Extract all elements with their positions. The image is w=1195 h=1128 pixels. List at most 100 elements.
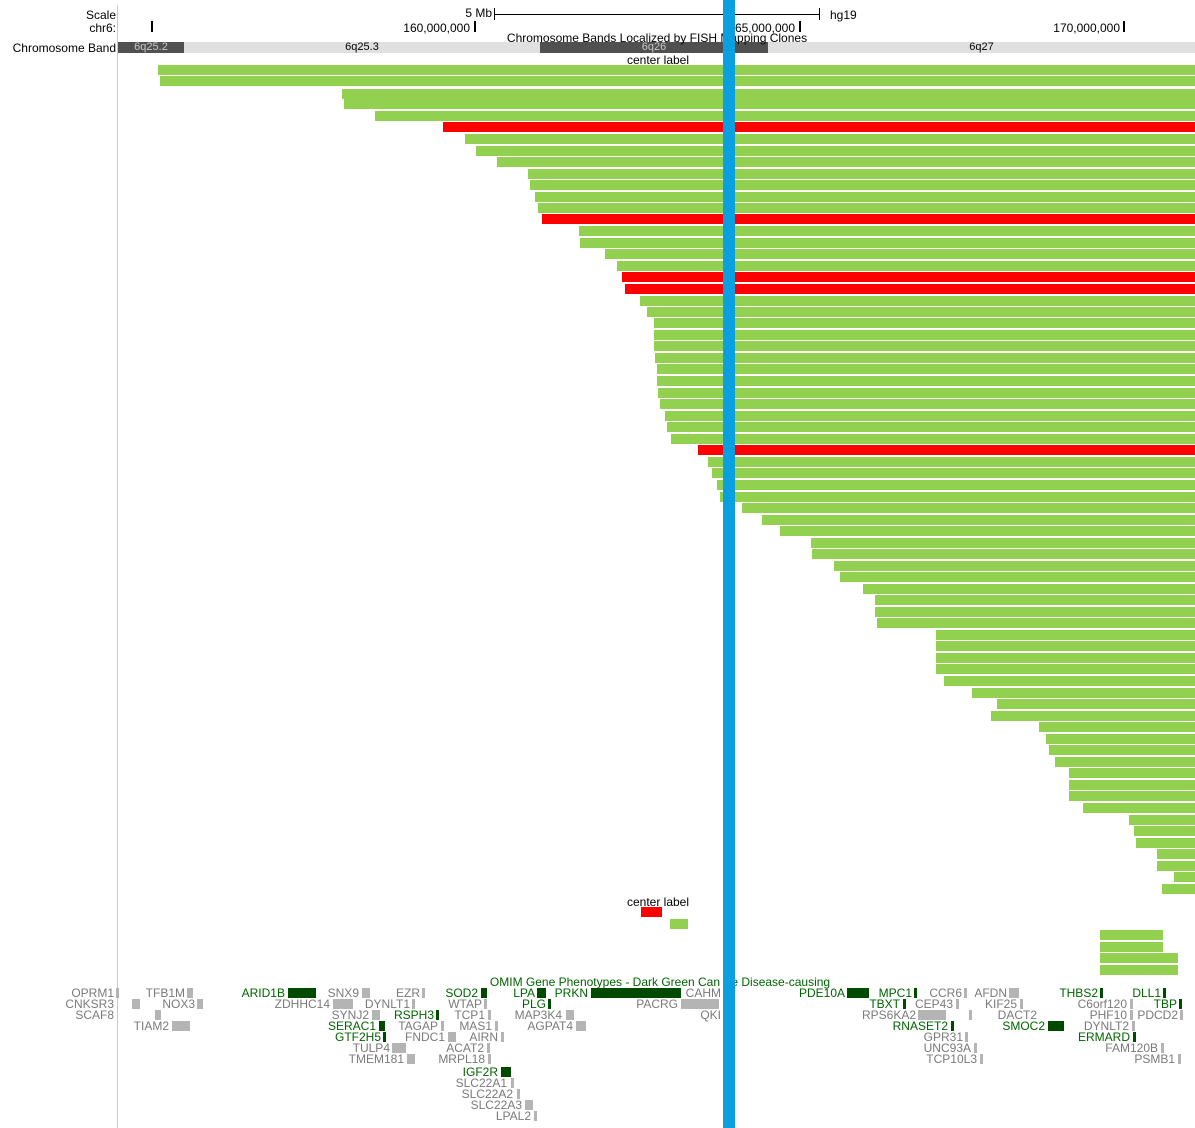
- fish-clone-bar[interactable]: [1069, 791, 1195, 801]
- fish-clone-bar[interactable]: [877, 618, 1195, 628]
- fish-clone-bar[interactable]: [530, 180, 1195, 190]
- omim-gene-feature[interactable]: [495, 1021, 498, 1031]
- omim-gene-feature[interactable]: [487, 1043, 490, 1053]
- omim-gene-feature[interactable]: [974, 1043, 977, 1053]
- omim-gene-feature[interactable]: [1100, 988, 1103, 998]
- omim-gene-feature[interactable]: [488, 1010, 491, 1020]
- fish-clone-bar[interactable]: [160, 76, 1195, 86]
- omim-gene-feature[interactable]: [1132, 1021, 1135, 1031]
- omim-gene-feature[interactable]: [1161, 1043, 1164, 1053]
- fish-clone-bar[interactable]: [762, 515, 1195, 525]
- omim-gene-label[interactable]: SLC22A2: [461, 1087, 513, 1101]
- omim-gene-label[interactable]: THBS2: [1059, 986, 1098, 1000]
- fish-clone-bar[interactable]: [528, 169, 1195, 179]
- omim-gene-feature[interactable]: [511, 1078, 514, 1088]
- omim-gene-feature[interactable]: [847, 988, 869, 998]
- fish-clone-bar[interactable]: [936, 664, 1195, 674]
- omim-gene-label[interactable]: PDE10A: [798, 986, 845, 1000]
- fish-clone-bar[interactable]: [660, 399, 688, 409]
- fish-clone-bar[interactable]: [811, 538, 1195, 548]
- fish-clone-bar[interactable]: [1162, 884, 1195, 894]
- omim-gene-feature[interactable]: [534, 1111, 537, 1121]
- omim-gene-label[interactable]: SMOC2: [1002, 1019, 1045, 1033]
- omim-gene-feature[interactable]: [116, 988, 119, 998]
- fish-clone-bar[interactable]: [688, 399, 1195, 409]
- omim-gene-label[interactable]: MRPL18: [438, 1052, 485, 1066]
- fish-clone-bar[interactable]: [875, 607, 1195, 617]
- fish-clone-bar[interactable]: [671, 434, 1195, 444]
- chromosome-band[interactable]: 6q26: [540, 42, 768, 53]
- omim-gene-label[interactable]: NOX3: [162, 997, 195, 1011]
- omim-gene-feature[interactable]: [965, 1032, 968, 1042]
- omim-gene-label[interactable]: GPR31: [923, 1030, 963, 1044]
- omim-gene-label[interactable]: TULP4: [352, 1041, 390, 1055]
- omim-gene-feature[interactable]: [548, 999, 551, 1009]
- omim-gene-label[interactable]: MPC1: [878, 986, 912, 1000]
- omim-gene-feature[interactable]: [1130, 1010, 1133, 1020]
- omim-gene-label[interactable]: RNASET2: [892, 1019, 948, 1033]
- omim-gene-label[interactable]: KIF25: [984, 997, 1017, 1011]
- omim-gene-label[interactable]: LPA: [513, 986, 535, 1000]
- omim-gene-label[interactable]: PLG: [521, 997, 546, 1011]
- omim-gene-feature[interactable]: [407, 1054, 415, 1064]
- fish-clone-bar[interactable]: [1157, 849, 1195, 859]
- omim-gene-feature[interactable]: [412, 999, 415, 1009]
- omim-gene-label[interactable]: AIRN: [469, 1030, 498, 1044]
- omim-gene-label[interactable]: DACT2: [997, 1008, 1037, 1022]
- omim-gene-feature[interactable]: [441, 1021, 444, 1031]
- fish-clone-bar[interactable]: [812, 549, 1195, 559]
- omim-gene-label[interactable]: PHF10: [1089, 1008, 1127, 1022]
- omim-gene-label[interactable]: PDCD2: [1137, 1008, 1178, 1022]
- fish-clone-bar[interactable]: [720, 492, 1195, 502]
- fish-clone-bar[interactable]: [655, 353, 1195, 363]
- omim-gene-label[interactable]: QKI: [700, 1008, 721, 1022]
- fish-clone-bar[interactable]: [392, 89, 1195, 99]
- fish-clone-bar[interactable]: [344, 99, 1195, 109]
- omim-gene-label[interactable]: FNDC1: [404, 1030, 445, 1044]
- fish-clone-bar[interactable]: [535, 192, 1195, 202]
- fish-clone-bar[interactable]: [834, 561, 1195, 571]
- fish-clone-bar[interactable]: [605, 249, 1195, 259]
- omim-gene-feature[interactable]: [537, 988, 546, 998]
- omim-gene-label[interactable]: FAM120B: [1105, 1041, 1158, 1055]
- fish-clone-bar[interactable]: [647, 307, 1195, 317]
- fish-clone-bar[interactable]: [658, 388, 1195, 398]
- omim-gene-feature[interactable]: [566, 1010, 574, 1020]
- omim-gene-label[interactable]: TIAM2: [133, 1019, 169, 1033]
- fish-clone-bar[interactable]: [742, 503, 1195, 513]
- fish-clone-bar[interactable]: [667, 422, 1195, 432]
- omim-gene-feature[interactable]: [914, 988, 917, 998]
- fish-clone-bar[interactable]: [1100, 930, 1163, 940]
- omim-gene-label[interactable]: CCR6: [929, 986, 962, 1000]
- omim-gene-feature[interactable]: [964, 988, 967, 998]
- fish-clone-bar[interactable]: [972, 688, 1195, 698]
- omim-gene-feature[interactable]: [172, 1021, 190, 1031]
- fish-clone-bar[interactable]: [936, 630, 1195, 640]
- omim-gene-label[interactable]: SCAF8: [75, 1008, 114, 1022]
- omim-gene-feature[interactable]: [501, 1067, 511, 1077]
- omim-gene-feature[interactable]: [1009, 988, 1019, 998]
- omim-gene-feature[interactable]: [383, 1032, 386, 1042]
- omim-gene-feature[interactable]: [372, 1010, 380, 1020]
- fish-clone-bar[interactable]: [875, 595, 1195, 605]
- omim-gene-feature[interactable]: [591, 988, 681, 998]
- fish-clone-bar-red[interactable]: [542, 214, 552, 224]
- fish-clone-bar[interactable]: [1069, 780, 1195, 790]
- fish-clone-bar[interactable]: [991, 711, 1195, 721]
- omim-gene-feature[interactable]: [1163, 988, 1166, 998]
- omim-gene-label[interactable]: RPS6KA2: [861, 1008, 916, 1022]
- omim-gene-label[interactable]: TBXT: [869, 997, 900, 1011]
- omim-gene-feature[interactable]: [187, 988, 193, 998]
- omim-gene-label[interactable]: DYNLT1: [364, 997, 410, 1011]
- omim-gene-label[interactable]: ERMARD: [1077, 1030, 1130, 1044]
- fish-clone-bar[interactable]: [1129, 815, 1195, 825]
- fish-clone-bar[interactable]: [840, 572, 1195, 582]
- fish-clone-bar[interactable]: [1136, 838, 1195, 848]
- omim-gene-label[interactable]: SLC22A1: [455, 1076, 507, 1090]
- fish-clone-bar[interactable]: [465, 134, 1195, 144]
- fish-clone-bar[interactable]: [476, 146, 1195, 156]
- omim-gene-feature[interactable]: [1180, 1010, 1183, 1020]
- omim-gene-label[interactable]: CEP43: [914, 997, 953, 1011]
- omim-gene-feature[interactable]: [1048, 1021, 1064, 1031]
- omim-gene-label[interactable]: ARID1B: [241, 986, 285, 1000]
